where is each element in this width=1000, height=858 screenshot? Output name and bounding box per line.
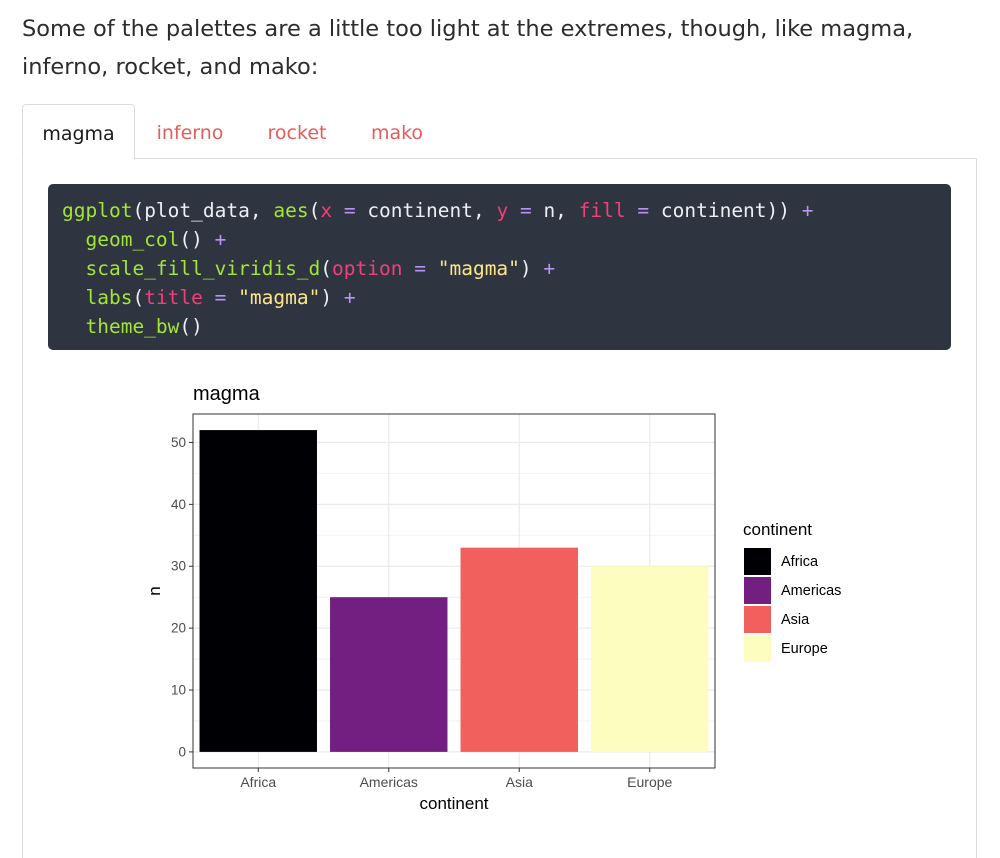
legend-key-europe — [744, 635, 771, 662]
tab-inferno[interactable]: inferno — [156, 122, 224, 144]
code-block[interactable]: ggplot(plot_data, aes(x = continent, y =… — [48, 184, 951, 350]
tab-magma[interactable]: magma — [22, 104, 135, 160]
y-tick-label: 50 — [171, 435, 186, 450]
x-tick-label-africa: Africa — [240, 774, 276, 790]
palette-tabs: magma inferno rocket mako — [22, 104, 977, 160]
x-tick-label-americas: Americas — [360, 774, 418, 790]
legend-label-africa: Africa — [781, 554, 819, 570]
intro-paragraph: Some of the palettes are a little too li… — [22, 16, 914, 80]
x-tick-label-europe: Europe — [627, 774, 672, 790]
legend-label-americas: Americas — [781, 583, 841, 599]
legend-title: continent — [743, 520, 812, 539]
bar-europe — [591, 566, 709, 752]
tab-panel — [22, 158, 977, 858]
legend-label-asia: Asia — [781, 612, 810, 628]
y-tick-label: 10 — [171, 683, 186, 698]
y-tick-label: 30 — [171, 559, 186, 574]
x-tick-label-asia: Asia — [506, 774, 533, 790]
code-line-5: theme_bw() — [85, 315, 203, 338]
bar-asia — [460, 547, 578, 752]
code-line-2: geom_col() + — [85, 228, 227, 251]
legend-key-asia — [744, 606, 771, 633]
bar-africa — [199, 430, 317, 752]
chart-title: magma — [193, 383, 261, 405]
tab-rocket[interactable]: rocket — [267, 122, 327, 144]
legend-label-europe: Europe — [781, 641, 828, 657]
code-line-1: ggplot(plot_data, aes(x = continent, y =… — [62, 199, 814, 222]
legend-key-americas — [744, 577, 771, 604]
plot-border — [192, 413, 716, 769]
code-line-3: scale_fill_viridis_d(option = "magma") + — [85, 257, 556, 280]
y-tick-label: 0 — [178, 744, 186, 759]
y-axis-label: n — [145, 586, 164, 595]
bar-americas — [330, 597, 448, 752]
legend-key-africa — [744, 548, 771, 575]
tab-mako[interactable]: mako — [370, 122, 424, 144]
x-axis-label: continent — [420, 794, 489, 813]
y-tick-label: 20 — [171, 621, 186, 636]
y-tick-label: 40 — [171, 497, 186, 512]
code-line-4: labs(title = "magma") + — [85, 286, 356, 309]
bar-chart: 0 10 20 30 40 50 Africa Americas Asia Europe magma… — [145, 383, 841, 813]
